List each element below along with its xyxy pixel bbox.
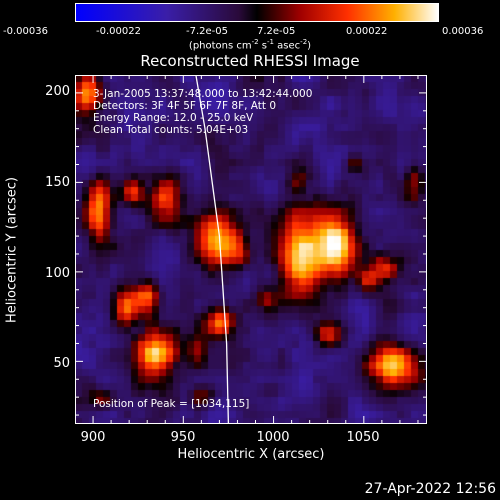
plot-overlay xyxy=(75,75,427,424)
colorbar xyxy=(75,3,439,22)
annotation-method: Clean Total counts: 5.04E+03 xyxy=(93,124,249,136)
y-tick-label: 100 xyxy=(45,266,70,281)
axis-ticks xyxy=(75,75,427,424)
y-axis-label: Heliocentric Y (arcsec) xyxy=(4,177,20,323)
colorbar-tick-label: -0.00036 xyxy=(3,26,48,37)
heatmap-plot xyxy=(75,75,427,424)
solar-limb-line xyxy=(195,75,230,424)
colorbar-units: (photons cm-2 s-1 asec-2) xyxy=(188,38,312,52)
x-tick-label: 900 xyxy=(80,430,106,445)
colorbar-tick-label: 0.00022 xyxy=(346,26,388,37)
annotation-peak-position: Position of Peak = [1034,115] xyxy=(93,398,250,410)
x-axis-label: Heliocentric X (arcsec) xyxy=(177,447,325,462)
y-tick-label: 200 xyxy=(45,84,70,99)
chart-title: Reconstructed RHESSI Image xyxy=(140,52,360,70)
annotation-time-range: 3-Jan-2005 13:37:48.000 to 13:42:44.000 xyxy=(93,88,313,100)
heatmap-image xyxy=(75,75,427,424)
plot-timestamp: 27-Apr-2022 12:56 xyxy=(364,481,496,497)
x-tick-label: 950 xyxy=(170,430,196,445)
annotation-detectors: Detectors: 3F 4F 5F 6F 7F 8F, Att 0 xyxy=(93,100,277,112)
annotation-energy-range: Energy Range: 12.0 - 25.0 keV xyxy=(93,112,254,124)
y-tick-label: 150 xyxy=(45,175,70,190)
colorbar-tick-label: -0.00022 xyxy=(96,26,141,37)
colorbar-tick-label: 0.00036 xyxy=(442,26,484,37)
x-tick-label: 1000 xyxy=(256,430,290,445)
colorbar-tick-label: -7.2e-05 xyxy=(186,26,228,37)
colorbar-tick-label: 7.2e-05 xyxy=(257,26,296,37)
plot-border xyxy=(75,75,427,424)
x-tick-label: 1050 xyxy=(346,430,380,445)
y-tick-label: 50 xyxy=(53,356,70,371)
